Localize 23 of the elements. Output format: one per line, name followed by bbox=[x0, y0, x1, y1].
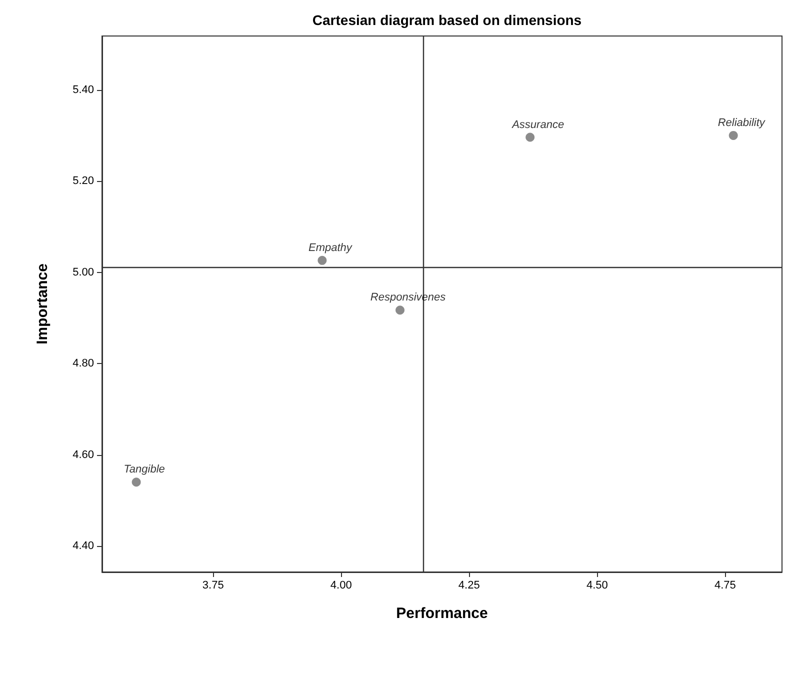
annotation: Assurance bbox=[511, 118, 564, 131]
x-tick-label: 3.75 bbox=[202, 580, 224, 592]
y-tick-label: 5.40 bbox=[72, 84, 94, 96]
point bbox=[132, 478, 141, 487]
y-tick-label: 5.00 bbox=[72, 266, 94, 278]
annotation: Reliability bbox=[718, 116, 766, 129]
y-tick-label: 4.40 bbox=[72, 540, 94, 552]
point bbox=[318, 256, 327, 265]
x-tick-label: 4.00 bbox=[330, 580, 352, 592]
annotation: Empathy bbox=[308, 242, 354, 254]
x-tick-label: 4.75 bbox=[714, 580, 736, 592]
y-axis-title: Importance bbox=[34, 264, 51, 344]
chart-title: Cartesian diagram based on dimensions bbox=[312, 12, 582, 28]
x-tick-label: 4.25 bbox=[458, 580, 480, 592]
annotation: Tangible bbox=[124, 464, 165, 476]
point bbox=[396, 306, 405, 315]
y-tick-label: 4.60 bbox=[72, 448, 94, 461]
point bbox=[526, 132, 535, 142]
x-axis-title: Performance bbox=[396, 605, 488, 622]
point bbox=[728, 130, 738, 140]
x-tick-label: 4.50 bbox=[586, 580, 608, 592]
y-tick-label: 5.20 bbox=[72, 175, 94, 188]
y-tick-label: 4.80 bbox=[72, 358, 94, 370]
